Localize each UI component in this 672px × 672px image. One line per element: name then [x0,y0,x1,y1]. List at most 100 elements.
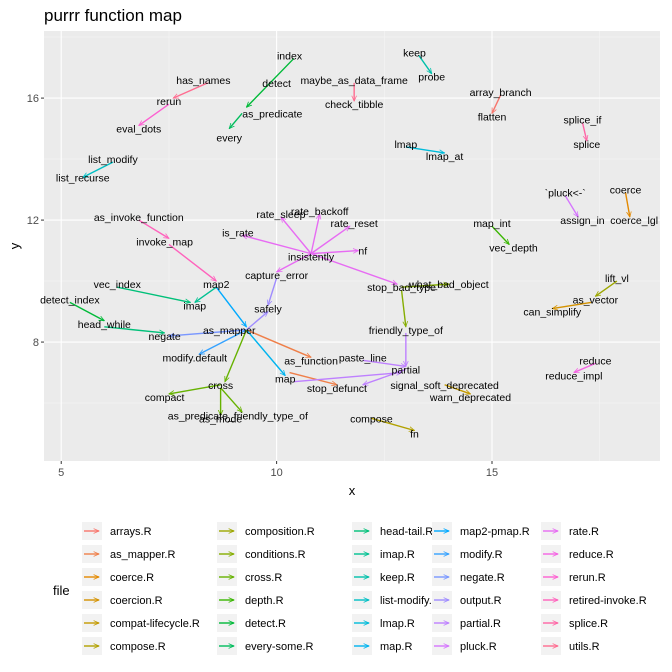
node-label: vec_index [94,279,142,291]
node-label: maybe_as_data_frame [300,75,408,87]
edge-arrow [310,214,320,254]
edge-arrow [268,277,278,305]
x-axis-title: x [349,483,356,498]
edge-arrow [117,286,190,302]
edge-arrow [418,54,433,73]
edge-arrow [400,290,406,327]
node-label: coerce_lgl [610,215,658,227]
edge-arrow [69,301,104,322]
y-tick-label: 16 [27,93,39,105]
node-label: array_branch [470,87,532,99]
edge-arrow [371,417,414,430]
legend-label: partial.R [460,618,501,630]
edge-arrow [224,329,248,382]
edge-arrow [169,329,247,336]
edge-arrow [246,312,268,331]
node-label: is_rate [222,227,254,239]
axes: 5 10 15 8 12 16 [27,93,498,479]
node-label: as_mode [199,413,242,425]
node-label: as_mapper [203,325,256,337]
node-label: check_tibble [325,99,384,111]
node-label: compose [350,413,393,425]
node-label: lift_vl [605,273,629,285]
edge-arrow [624,192,630,217]
node-label: probe [418,72,445,84]
legend: arrays.R as_mapper.R coerce.R coercion.R com… [82,522,647,655]
node-label: rate_sleep [256,209,305,221]
edge-arrow [281,217,312,255]
node-label: detect_index [40,294,100,306]
legend-label: output.R [460,595,502,607]
y-tick-label: 12 [27,215,39,227]
edge-arrow [574,362,596,374]
edge-arrow [195,286,217,303]
node-label: stop_defunct [307,383,367,395]
edge-arrow [199,329,247,355]
edge-arrow [581,122,586,140]
legend-label: reduce.R [569,549,614,561]
legend-label: list-modify.R [380,595,440,607]
node-label: as_vector [573,294,619,306]
edge-arrow [405,146,445,153]
legend-label: rerun.R [569,572,606,584]
edge-arrow [311,251,358,255]
legend-label: conditions.R [245,549,306,561]
legend-label: lmap.R [380,618,415,630]
edge-arrow [245,329,285,376]
node-label: list_recurse [56,172,110,184]
edge-arrow [289,371,337,385]
node-label: invoke_map [136,236,193,248]
legend-label: every-some.R [245,641,314,653]
legend-label: as_mapper.R [110,549,175,561]
legend-label: coerce.R [110,572,154,584]
edge-arrow [168,243,216,281]
legend-label: depth.R [245,595,284,607]
edge-arrow [277,253,312,273]
node-label: reduce [579,355,611,367]
y-axis-title: y [7,242,22,249]
plot-panel [44,31,660,461]
node-label: assign_in [560,215,605,227]
edge-arrow [444,384,471,394]
edge-arrow [242,235,312,255]
node-label: list_modify [88,154,138,166]
node-label: warn_deprecated [429,392,511,404]
node-label: signal_soft_deprecated [390,380,499,392]
node-label: safely [254,304,282,316]
legend-label: composition.R [245,526,315,538]
legend-label: pluck.R [460,641,497,653]
legend-label: negate.R [460,572,505,584]
node-label: map [275,374,296,386]
node-label: detect [262,78,291,90]
x-tick-label: 5 [58,467,64,479]
legend-label: coercion.R [110,595,163,607]
node-label: vec_depth [489,243,538,255]
node-label: coerce [610,185,642,197]
node-label: splice_if [563,114,601,126]
node-label: negate [149,331,181,343]
edge-arrow [220,387,243,412]
legend-label: cross.R [245,572,282,584]
node-label: lmap_at [426,151,463,163]
edge-arrow [362,359,406,366]
legend-label: arrays.R [110,526,152,538]
node-label: capture_error [245,270,309,282]
node-label: as_predicate [242,108,302,120]
node-label: as_predicate_friendly_type_of [168,410,308,422]
legend-label: compat-lifecycle.R [110,618,200,630]
x-tick-label: 10 [270,467,282,479]
node-label: head_while [78,319,131,331]
edge-arrow [491,225,509,244]
node-label-layer: index keep probe has_names detect maybe_as_da… [40,47,658,440]
edge-arrow [401,284,449,288]
x-tick-label: 15 [486,467,498,479]
legend-label: rate.R [569,526,599,538]
legend-label: keep.R [380,572,415,584]
node-label: insistently [288,252,335,264]
node-label: rate_reset [331,218,378,230]
node-label: stop_bad_type [367,282,436,294]
node-label: partial [392,365,421,377]
edge-arrow [104,326,164,333]
edge-arrow [229,112,243,128]
node-label: paste_line [339,352,387,364]
